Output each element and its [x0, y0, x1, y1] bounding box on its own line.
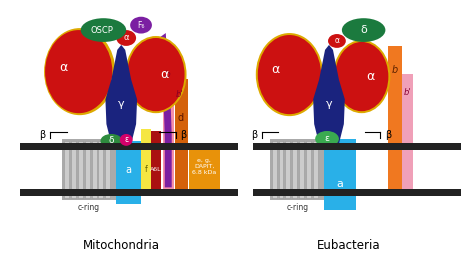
Text: A6L: A6L: [150, 167, 162, 172]
Bar: [64, 141, 69, 198]
Bar: [324, 139, 356, 210]
Bar: [85, 141, 90, 198]
Ellipse shape: [315, 131, 339, 147]
Polygon shape: [105, 45, 137, 144]
Bar: [292, 141, 297, 198]
Text: β: β: [251, 130, 257, 140]
Ellipse shape: [335, 42, 388, 111]
Bar: [163, 51, 173, 194]
Bar: [116, 141, 141, 204]
Bar: [99, 141, 103, 198]
Polygon shape: [313, 45, 345, 144]
Text: β: β: [385, 130, 392, 140]
Ellipse shape: [44, 28, 115, 115]
Bar: [20, 143, 238, 150]
Text: d: d: [178, 113, 183, 123]
Text: OSCP: OSCP: [90, 25, 113, 35]
Ellipse shape: [256, 33, 323, 116]
Bar: [175, 79, 188, 192]
Text: α: α: [366, 70, 374, 83]
Text: F₆: F₆: [137, 21, 145, 30]
Bar: [388, 46, 402, 192]
Text: γ: γ: [326, 99, 332, 109]
Text: c-ring: c-ring: [78, 203, 100, 212]
Ellipse shape: [100, 134, 122, 148]
Bar: [253, 189, 461, 196]
Text: a: a: [125, 165, 131, 174]
Bar: [78, 141, 82, 198]
Bar: [141, 129, 151, 196]
Text: δ: δ: [109, 136, 114, 145]
Text: ε: ε: [124, 135, 128, 144]
Text: α: α: [123, 34, 129, 42]
Text: b: b: [391, 65, 397, 75]
Text: δ: δ: [360, 25, 367, 35]
Text: α: α: [272, 63, 280, 76]
Bar: [62, 139, 116, 200]
Bar: [299, 141, 304, 198]
Ellipse shape: [81, 18, 126, 42]
Ellipse shape: [130, 17, 152, 34]
Ellipse shape: [127, 38, 184, 111]
Bar: [105, 141, 110, 198]
Bar: [189, 143, 220, 190]
Text: α: α: [335, 36, 339, 46]
Text: b: b: [165, 70, 171, 79]
Ellipse shape: [342, 18, 385, 42]
Text: α: α: [161, 68, 169, 81]
Bar: [272, 141, 276, 198]
Polygon shape: [159, 33, 172, 187]
Text: γ: γ: [118, 99, 125, 109]
Bar: [71, 141, 76, 198]
Text: f: f: [145, 165, 147, 174]
Ellipse shape: [258, 35, 321, 114]
Text: Mitochondria: Mitochondria: [83, 239, 160, 252]
Text: b': b': [403, 88, 411, 97]
Text: β: β: [39, 130, 45, 140]
Text: b': b': [176, 90, 183, 99]
Text: e, g,
DAPIT,
6.8 kDa: e, g, DAPIT, 6.8 kDa: [192, 158, 217, 175]
Bar: [20, 189, 238, 196]
Text: α: α: [60, 61, 68, 74]
Bar: [253, 143, 461, 150]
Ellipse shape: [333, 40, 391, 113]
Bar: [270, 139, 324, 200]
Bar: [306, 141, 311, 198]
Bar: [402, 74, 413, 192]
Bar: [313, 141, 318, 198]
Bar: [285, 141, 291, 198]
Ellipse shape: [328, 34, 346, 48]
Text: a: a: [337, 179, 343, 190]
Bar: [151, 131, 161, 194]
Text: β: β: [181, 130, 187, 140]
Bar: [279, 141, 283, 198]
Ellipse shape: [120, 134, 133, 146]
Ellipse shape: [116, 30, 136, 46]
Ellipse shape: [45, 30, 112, 113]
Text: Eubacteria: Eubacteria: [317, 239, 381, 252]
Text: c-ring: c-ring: [286, 203, 309, 212]
Ellipse shape: [125, 36, 187, 113]
Bar: [91, 141, 97, 198]
Text: ε: ε: [325, 134, 329, 144]
